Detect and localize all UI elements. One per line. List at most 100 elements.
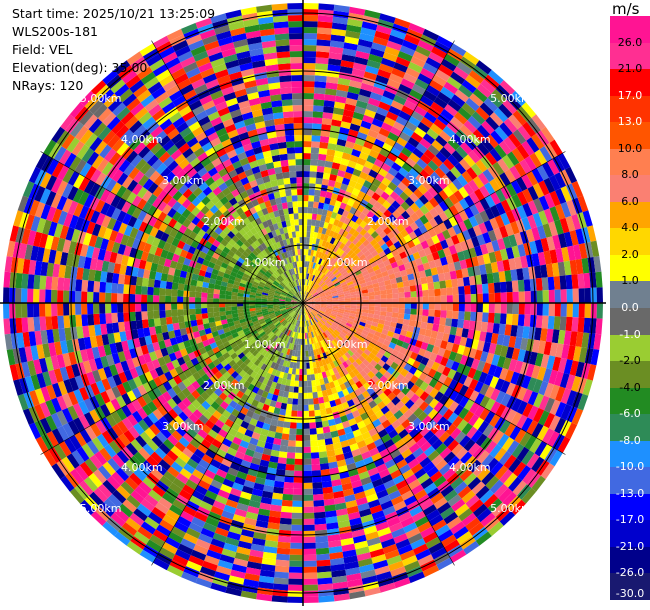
- velocity-gate: [395, 276, 403, 283]
- velocity-gate: [403, 234, 413, 243]
- velocity-gate: [93, 281, 101, 293]
- velocity-gate: [490, 333, 499, 345]
- velocity-gate: [546, 236, 556, 251]
- velocity-gate: [320, 305, 327, 308]
- velocity-gate: [303, 548, 317, 555]
- velocity-gate: [434, 167, 446, 179]
- velocity-gate: [352, 111, 365, 121]
- velocity-gate: [375, 246, 384, 254]
- velocity-gate: [415, 284, 423, 292]
- velocity-gate: [390, 100, 404, 111]
- velocity-gate: [378, 319, 386, 325]
- velocity-gate: [153, 310, 160, 319]
- velocity-gate: [386, 307, 393, 313]
- velocity-gate: [326, 148, 336, 157]
- velocity-gate: [558, 233, 568, 249]
- velocity-gate: [402, 126, 415, 137]
- velocity-gate: [514, 336, 523, 350]
- velocity-gate: [392, 121, 405, 132]
- velocity-gate: [452, 286, 459, 296]
- velocity-gate: [340, 320, 347, 325]
- velocity-gate: [135, 303, 142, 312]
- velocity-gate: [412, 346, 421, 355]
- velocity-gate: [327, 242, 333, 250]
- velocity-gate: [376, 153, 387, 163]
- velocity-gate: [303, 578, 318, 585]
- velocity-gate: [381, 329, 389, 336]
- velocity-gate: [306, 292, 311, 299]
- velocity-gate: [318, 595, 335, 603]
- velocity-gate: [277, 541, 291, 549]
- velocity-gate: [526, 420, 539, 435]
- velocity-gate: [371, 214, 380, 223]
- velocity-gate: [303, 279, 306, 286]
- velocity-gate: [397, 181, 408, 192]
- velocity-gate: [87, 303, 94, 315]
- velocity-gate: [359, 321, 366, 327]
- velocity-gate: [383, 218, 393, 227]
- velocity-gate: [554, 219, 564, 235]
- velocity-gate: [482, 169, 495, 183]
- velocity-gate: [336, 138, 347, 147]
- velocity-gate: [351, 187, 361, 197]
- velocity-gate: [449, 326, 458, 336]
- velocity-gate: [495, 189, 507, 203]
- velocity-gate: [516, 446, 530, 462]
- velocity-gate: [332, 156, 342, 164]
- velocity-gate: [473, 265, 481, 276]
- velocity-gate: [355, 217, 363, 226]
- velocity-gate: [488, 251, 497, 264]
- velocity-gate: [367, 97, 381, 107]
- velocity-gate: [400, 78, 415, 90]
- velocity-gate: [476, 340, 485, 352]
- velocity-gate: [395, 56, 411, 68]
- velocity-gate: [303, 105, 314, 112]
- velocity-gate: [27, 274, 35, 289]
- velocity-gate: [554, 371, 564, 387]
- velocity-gate: [368, 306, 375, 311]
- velocity-gate: [524, 155, 537, 171]
- velocity-gate: [593, 256, 602, 273]
- velocity-gate: [326, 296, 333, 300]
- velocity-gate: [366, 103, 379, 113]
- velocity-gate: [313, 231, 318, 239]
- velocity-gate: [347, 18, 363, 28]
- velocity-gate: [455, 269, 463, 279]
- velocity-gate: [489, 112, 504, 127]
- velocity-gate: [413, 369, 423, 379]
- velocity-gate: [310, 452, 320, 459]
- velocity-gate: [423, 111, 437, 124]
- velocity-gate: [527, 405, 539, 421]
- velocity-gate: [424, 201, 435, 212]
- velocity-gate: [379, 13, 396, 24]
- velocity-gate: [563, 231, 573, 247]
- velocity-gate: [500, 380, 511, 394]
- velocity-gate: [309, 434, 318, 441]
- velocity-gate: [338, 308, 345, 312]
- velocity-gate: [339, 202, 347, 210]
- velocity-gate: [323, 106, 334, 114]
- velocity-gate: [409, 374, 419, 385]
- velocity-gate: [348, 330, 355, 336]
- velocity-gate: [328, 273, 335, 279]
- velocity-gate: [320, 273, 326, 280]
- velocity-gate: [469, 191, 480, 204]
- velocity-gate: [477, 420, 490, 434]
- velocity-gate: [326, 298, 333, 301]
- velocity-gate: [309, 274, 313, 281]
- velocity-gate: [413, 227, 423, 237]
- velocity-gate: [305, 255, 308, 262]
- velocity-gate: [504, 423, 516, 437]
- velocity-gate: [401, 256, 410, 265]
- velocity-gate: [472, 176, 485, 189]
- velocity-gate: [508, 335, 517, 348]
- velocity-gate: [307, 294, 312, 299]
- velocity-gate: [393, 254, 402, 262]
- velocity-gate: [442, 185, 454, 198]
- velocity-gate: [464, 294, 471, 303]
- velocity-gate: [529, 152, 542, 168]
- velocity-gate: [420, 95, 434, 107]
- velocity-gate: [391, 283, 398, 289]
- velocity-gate: [63, 277, 71, 291]
- velocity-gate: [522, 267, 530, 280]
